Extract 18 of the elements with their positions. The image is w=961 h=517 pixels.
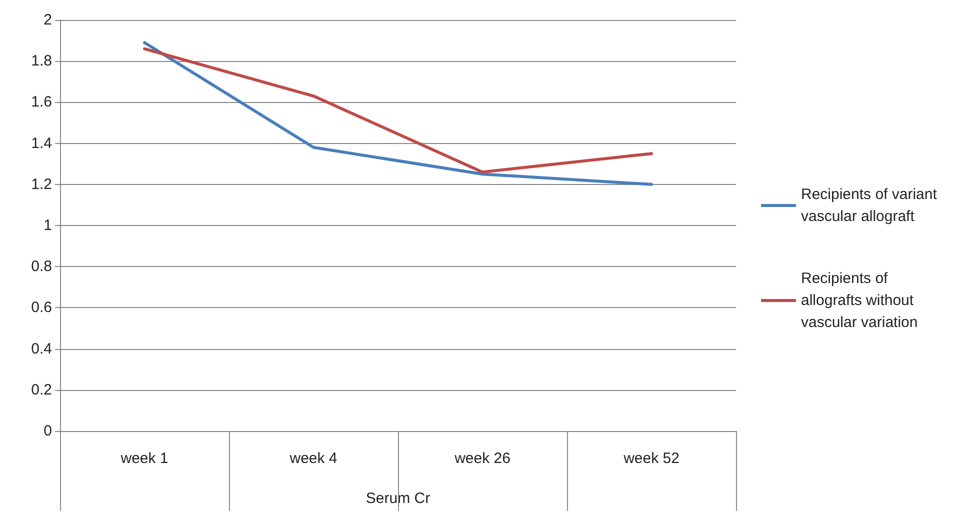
x-tick-label: week 1 bbox=[120, 450, 168, 467]
x-tick-label: week 52 bbox=[622, 450, 680, 467]
y-tick-label: 0.6 bbox=[31, 299, 52, 316]
y-tick-label: 0.2 bbox=[31, 381, 52, 398]
y-tick-label: 1.6 bbox=[31, 94, 52, 111]
y-tick-label: 1.8 bbox=[31, 52, 52, 70]
x-axis-title: Serum Cr bbox=[366, 490, 430, 507]
y-tick-label: 0.4 bbox=[31, 340, 52, 358]
x-tick-label: week 26 bbox=[454, 450, 510, 467]
y-tick-label: 0 bbox=[44, 422, 52, 440]
legend-label: Recipients of variant vascular allograft bbox=[801, 186, 942, 225]
y-tick-label: 2 bbox=[44, 12, 52, 28]
x-tick-label: week 4 bbox=[288, 450, 338, 467]
y-tick-label: 1.4 bbox=[31, 134, 52, 152]
y-tick-label: 1 bbox=[44, 217, 52, 234]
legend-label: Recipients of allografts without vascular variation bbox=[801, 270, 918, 331]
y-tick-label: 1.2 bbox=[31, 176, 52, 193]
y-tick-label: 0.8 bbox=[31, 258, 52, 276]
